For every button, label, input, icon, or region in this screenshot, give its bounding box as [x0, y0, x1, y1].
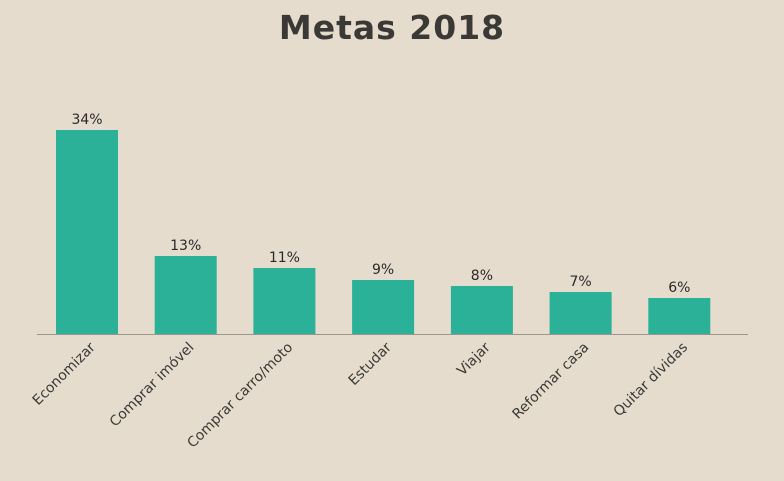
chart-title: Metas 2018 — [278, 8, 506, 47]
data-label: 11% — [269, 250, 300, 266]
x-tick-label: Reformar casa — [509, 340, 592, 423]
data-label: 8% — [471, 268, 493, 284]
x-tick-label: Comprar carro/moto — [184, 340, 296, 452]
data-label: 34% — [71, 112, 102, 128]
x-tick-label: Comprar imóvel — [107, 340, 198, 431]
data-label: 13% — [170, 238, 201, 254]
bar — [154, 256, 217, 334]
bar — [549, 292, 612, 334]
bar — [253, 268, 316, 334]
bar — [352, 280, 415, 334]
x-tick-label: Viajar — [454, 339, 494, 379]
bar — [56, 130, 118, 334]
data-label: 7% — [569, 274, 591, 290]
bar — [450, 286, 513, 334]
bar — [648, 298, 711, 334]
data-label: 6% — [668, 280, 690, 296]
x-tick-label: Economizar — [30, 339, 99, 408]
x-tick-label: Estudar — [346, 339, 395, 388]
x-tick-label: Quitar dívidas — [611, 340, 691, 420]
data-label: 9% — [372, 262, 394, 278]
